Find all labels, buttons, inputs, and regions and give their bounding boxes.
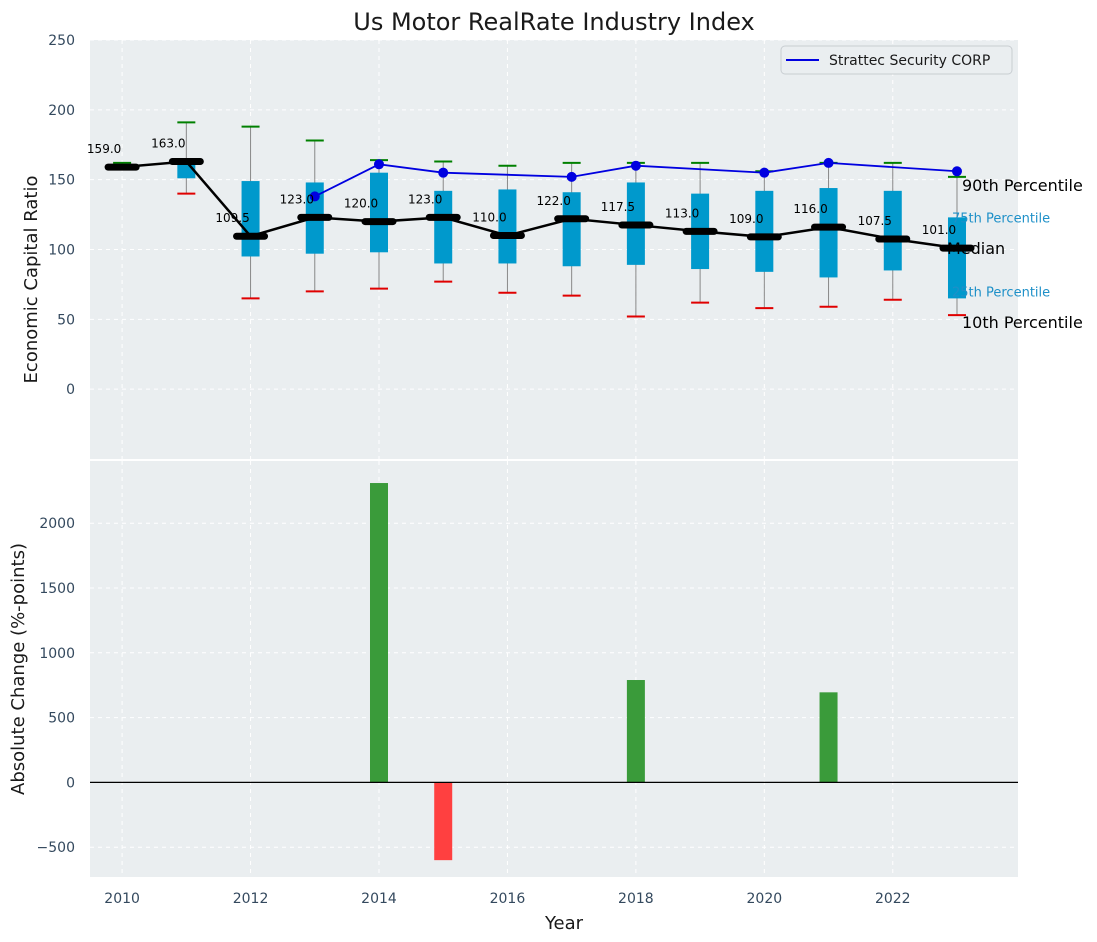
median-series xyxy=(104,158,975,252)
bottom-y-tick-label: −500 xyxy=(37,840,75,856)
p10-annotation: 10th Percentile xyxy=(962,313,1083,332)
x-tick-label: 2010 xyxy=(104,891,140,907)
company-series xyxy=(309,157,962,202)
median-value-label: 109.0 xyxy=(729,212,763,226)
percentile-annotations: 90th Percentile 75th Percentile Median 25th… xyxy=(947,176,1083,332)
median-value-label: 122.0 xyxy=(536,194,570,208)
median-value-label: 101.0 xyxy=(922,223,956,237)
median-value-label: 159.0 xyxy=(87,142,121,156)
top-y-tick-label: 100 xyxy=(48,243,75,259)
legend-label-company: Strattec Security CORP xyxy=(829,53,990,69)
median-value-label: 107.5 xyxy=(858,214,892,228)
x-ticks: 2010 2012 2014 2016 2018 2020 2022 xyxy=(104,891,910,907)
top-y-tick-label: 0 xyxy=(66,382,75,398)
company-point xyxy=(951,166,962,177)
box-body xyxy=(755,190,774,272)
median-value-label: 110.0 xyxy=(472,211,506,225)
p75-annotation: 75th Percentile xyxy=(952,211,1050,226)
bottom-y-axis-label: Absolute Change (%-points) xyxy=(8,543,29,795)
median-value-label: 113.0 xyxy=(665,206,699,220)
top-y-tick-label: 250 xyxy=(48,33,75,49)
median-value-label: 116.0 xyxy=(793,202,827,216)
x-tick-label: 2018 xyxy=(618,891,654,907)
legend: Strattec Security CORP xyxy=(780,45,1013,75)
change-bar xyxy=(819,692,838,783)
company-point xyxy=(373,159,384,170)
top-y-axis-label: Economic Capital Ratio xyxy=(21,176,42,384)
company-point xyxy=(566,171,577,182)
bottom-y-tick-label: 1500 xyxy=(39,581,75,597)
bottom-y-tick-label: 2000 xyxy=(39,516,75,532)
median-value-label: 109.5 xyxy=(215,211,249,225)
bottom-y-ticks: −500 0 500 1000 1500 2000 xyxy=(37,516,75,856)
x-tick-label: 2014 xyxy=(361,891,397,907)
p90-annotation: 90th Percentile xyxy=(962,176,1083,195)
change-bar xyxy=(626,680,645,783)
x-tick-label: 2020 xyxy=(747,891,783,907)
median-value-label: 123.0 xyxy=(280,192,314,206)
company-point xyxy=(759,167,770,178)
change-bar xyxy=(434,782,453,861)
legend-box xyxy=(780,45,1013,75)
bottom-y-tick-label: 0 xyxy=(66,775,75,791)
top-y-tick-label: 50 xyxy=(57,312,75,328)
p25-annotation: 25th Percentile xyxy=(952,285,1050,300)
box-body xyxy=(498,189,517,264)
x-tick-label: 2016 xyxy=(490,891,526,907)
company-line xyxy=(314,162,958,198)
median-value-label: 123.0 xyxy=(408,192,442,206)
company-point xyxy=(630,160,641,171)
x-axis-label: Year xyxy=(544,913,584,934)
box-body xyxy=(883,190,902,271)
x-tick-label: 2012 xyxy=(233,891,269,907)
x-tick-label: 2022 xyxy=(875,891,911,907)
top-y-tick-label: 150 xyxy=(48,173,75,189)
company-point xyxy=(438,167,449,178)
bottom-y-tick-label: 500 xyxy=(48,711,75,727)
change-bars xyxy=(369,483,838,861)
bottom-plot-background xyxy=(90,461,1018,877)
box-body xyxy=(947,217,966,299)
company-point xyxy=(309,191,320,202)
median-value-label: 120.0 xyxy=(344,197,378,211)
median-value-label: 163.0 xyxy=(151,137,185,151)
bottom-y-tick-label: 1000 xyxy=(39,646,75,662)
chart-title: Us Motor RealRate Industry Index xyxy=(353,8,755,36)
top-y-tick-label: 200 xyxy=(48,103,75,119)
box-body xyxy=(562,192,581,267)
change-bar xyxy=(369,483,388,783)
median-value-labels: 159.0 163.0 109.5 123.0 120.0 123.0 110.0 122.0… xyxy=(87,137,956,238)
median-annotation: Median xyxy=(947,239,1005,258)
top-y-ticks: 0 50 100 150 200 250 xyxy=(48,33,75,398)
box-body xyxy=(434,190,453,264)
box-body xyxy=(369,172,388,253)
company-point xyxy=(823,157,834,168)
box-body xyxy=(819,188,838,278)
median-value-label: 117.5 xyxy=(601,200,635,214)
